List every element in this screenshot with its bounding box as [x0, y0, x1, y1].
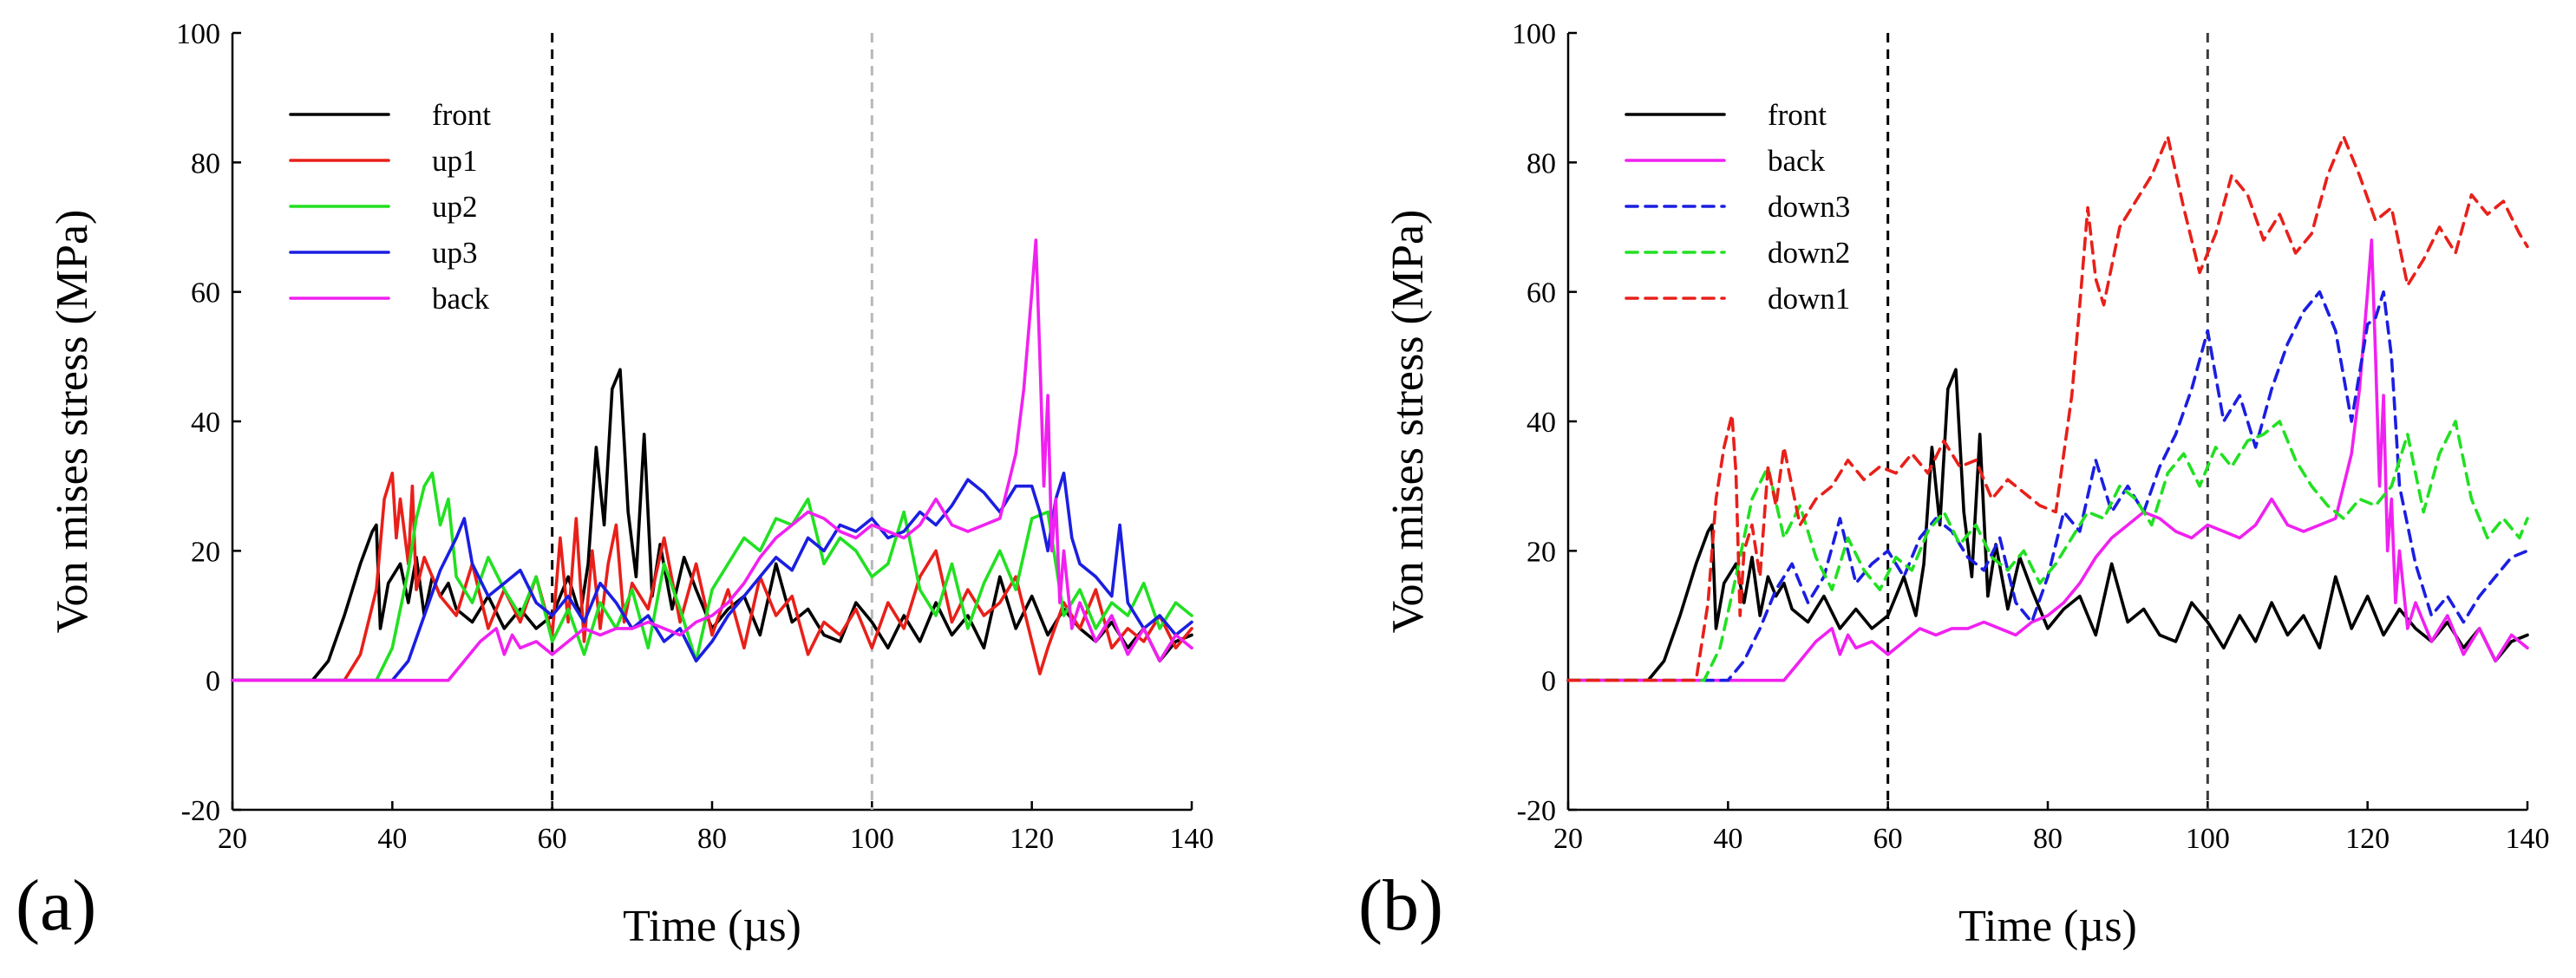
x-tick-label: 60: [538, 823, 567, 855]
x-tick-label: 60: [1873, 823, 1903, 855]
x-tick-label: 20: [218, 823, 247, 855]
chart-panel-a: 20 40 60 80 100 120 140 -20 0 20 40 60 80 100 front up1…: [16, 18, 1214, 951]
x-axis-label: Time (µs): [623, 902, 801, 951]
legend-label-back: back: [432, 282, 490, 316]
series-line-up1: [231, 471, 1193, 682]
legend-label-up2: up2: [432, 190, 478, 224]
x-tick-label: 120: [2345, 823, 2390, 855]
y-tick-label: 0: [206, 666, 220, 698]
y-tick-label: 20: [1527, 536, 1556, 568]
chart-panel-b: 20 40 60 80 100 120 140 -20 0 20 40 60 80 100 front bac…: [1358, 18, 2550, 951]
y-tick-label: 60: [191, 277, 220, 310]
series-line-down2: [1566, 420, 2529, 682]
x-axis-label: Time (µs): [1958, 902, 2137, 951]
y-tick-label: 60: [1527, 277, 1556, 310]
y-tick-label: 40: [191, 407, 220, 439]
legend-label-back: back: [1768, 144, 1826, 178]
legend-label-up3: up3: [432, 236, 478, 270]
series-line-down1: [1566, 134, 2529, 682]
y-tick-label: 0: [1541, 666, 1556, 698]
y-tick-label: 80: [1527, 147, 1556, 179]
x-tick-label: 40: [377, 823, 407, 855]
y-tick-label: 100: [1512, 18, 1556, 50]
x-tick-label: 100: [850, 823, 894, 855]
y-tick-label: -20: [1517, 795, 1556, 827]
panel-label: (b): [1358, 865, 1443, 946]
series-line-back: [1566, 238, 2529, 682]
y-tick-label: 20: [191, 536, 220, 568]
x-tick-label: 120: [1010, 823, 1054, 855]
series-line-back: [231, 238, 1193, 682]
legend-label-down3: down3: [1768, 190, 1850, 224]
y-axis-label: Von mises stress (MPa): [1383, 210, 1433, 634]
legend-label-down2: down2: [1768, 236, 1850, 270]
y-tick-label: -20: [181, 795, 220, 827]
x-tick-label: 80: [697, 823, 727, 855]
legend-label-front: front: [432, 98, 491, 132]
x-tick-label: 20: [1553, 823, 1583, 855]
x-tick-label: 80: [2033, 823, 2063, 855]
y-tick-label: 40: [1527, 407, 1556, 439]
y-axis-label: Von mises stress (MPa): [48, 210, 97, 634]
x-tick-label: 140: [2506, 823, 2550, 855]
legend-label-down1: down1: [1768, 282, 1850, 316]
y-tick-label: 80: [191, 147, 220, 179]
x-tick-label: 100: [2186, 823, 2230, 855]
x-tick-label: 40: [1713, 823, 1742, 855]
panel-label: (a): [16, 865, 96, 946]
series-line-up2: [231, 471, 1193, 682]
y-tick-label: 100: [176, 18, 220, 50]
legend-label-up1: up1: [432, 144, 478, 178]
series-line-up3: [231, 471, 1193, 682]
series-line-down3: [1566, 290, 2529, 682]
x-tick-label: 140: [1170, 823, 1214, 855]
legend-label-front: front: [1768, 98, 1827, 132]
